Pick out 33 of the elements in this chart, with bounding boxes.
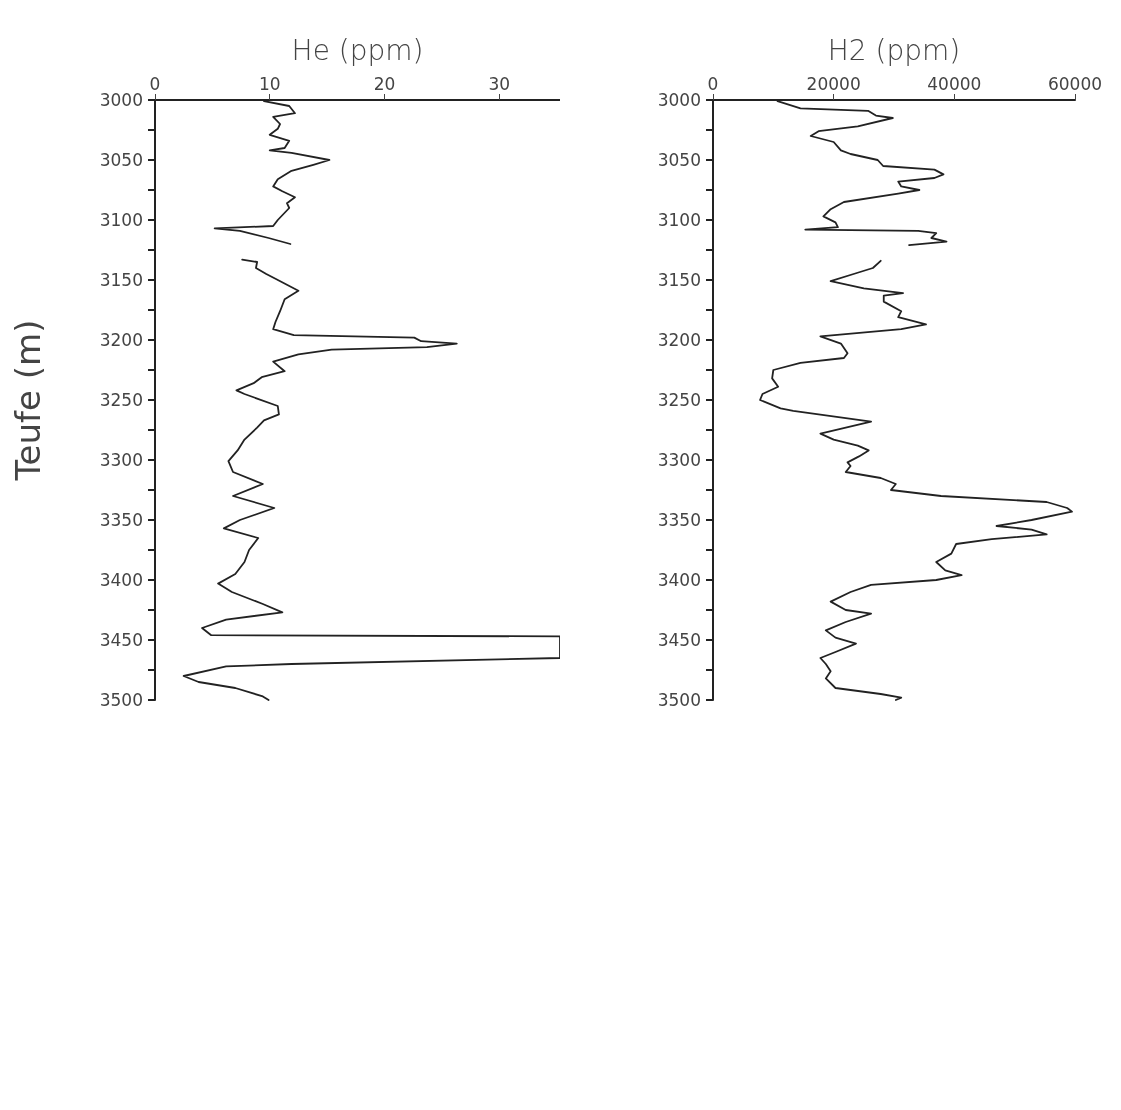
y-tick-label: 3000 bbox=[657, 90, 701, 110]
y-tick-label: 3450 bbox=[99, 630, 143, 650]
y-tick-label: 3200 bbox=[657, 330, 701, 350]
y-tick-label: 3100 bbox=[99, 210, 143, 230]
y-tick-label: 3400 bbox=[657, 570, 701, 590]
y-tick-label: 3050 bbox=[99, 150, 143, 170]
x-tick-label: 20000 bbox=[806, 73, 861, 94]
y-tick-label: 3200 bbox=[99, 330, 143, 350]
y-tick-label: 3100 bbox=[657, 210, 701, 230]
y-tick-label: 3450 bbox=[657, 630, 701, 650]
x-tick-label: 0 bbox=[707, 73, 719, 94]
y-tick-label: 3000 bbox=[99, 90, 143, 110]
y-tick-label: 3300 bbox=[657, 450, 701, 470]
y-tick-label: 3350 bbox=[657, 510, 701, 530]
y-tick-label: 3050 bbox=[657, 150, 701, 170]
x-tick-label: 20 bbox=[373, 73, 396, 94]
x-tick-label: 60000 bbox=[1047, 73, 1103, 94]
y-axis-title: Teufe (m) bbox=[8, 319, 48, 482]
x-axis-title: H2 (ppm) bbox=[827, 33, 961, 67]
y-tick-label: 3500 bbox=[99, 690, 143, 710]
x-tick-label: 10 bbox=[258, 73, 281, 94]
y-tick-label: 3500 bbox=[657, 690, 701, 710]
y-tick-label: 3250 bbox=[99, 390, 143, 410]
y-tick-label: 3350 bbox=[99, 510, 143, 530]
y-tick-label: 3150 bbox=[657, 270, 701, 290]
y-tick-label: 3400 bbox=[99, 570, 143, 590]
y-tick-label: 3300 bbox=[99, 450, 143, 470]
x-tick-label: 0 bbox=[149, 73, 161, 94]
x-tick-label: 30 bbox=[488, 73, 511, 94]
x-axis-title: He (ppm) bbox=[291, 33, 424, 67]
x-tick-label: 40000 bbox=[927, 73, 982, 94]
y-tick-label: 3250 bbox=[657, 390, 701, 410]
y-tick-label: 3150 bbox=[99, 270, 143, 290]
